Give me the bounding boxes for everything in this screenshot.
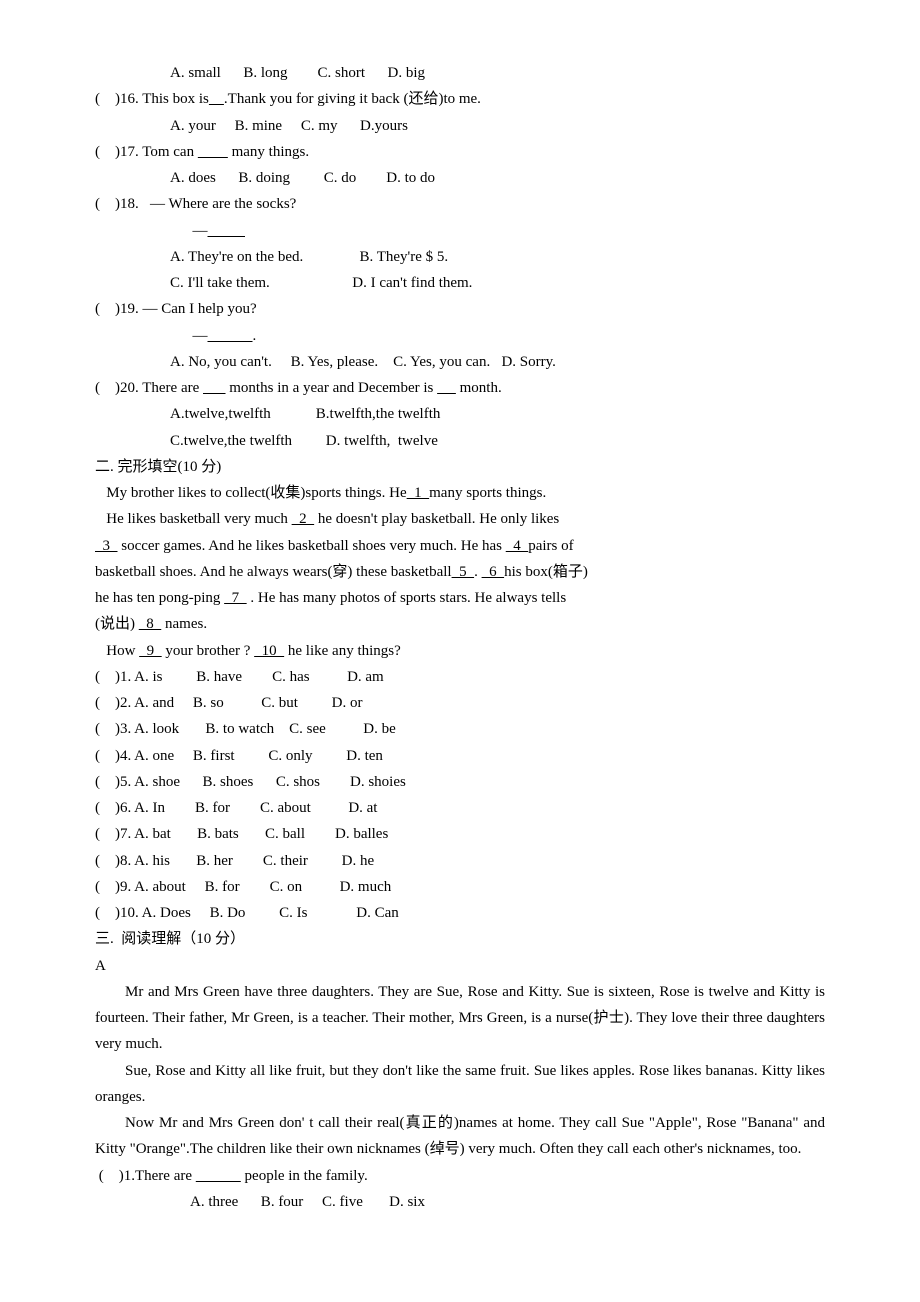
mcq-19-line2: — . — [95, 323, 825, 349]
mcq-18-opt-d: D. I can't find them. — [352, 275, 472, 291]
cloze-p2: He likes basketball very much 2 he doesn… — [95, 506, 825, 532]
cloze-option-7: ( )7. A. bat B. bats C. ball D. balles — [95, 821, 825, 847]
reading-q1: ( )1.There are people in the family. — [95, 1163, 825, 1189]
mcq-20-options-1: A.twelve,twelfth B.twelfth,the twelfth — [95, 401, 825, 427]
mcq-19-blank[interactable] — [208, 328, 253, 344]
mcq-15-options: A. small B. long C. short D. big — [95, 60, 825, 86]
mcq-19-options: A. No, you can't. B. Yes, please. C. Yes… — [95, 349, 825, 375]
cloze-p1: My brother likes to collect(收集)sports th… — [95, 480, 825, 506]
mcq-16-stem-a: ( )16. This box is — [95, 91, 209, 107]
cloze-option-5: ( )5. A. shoe B. shoes C. shos D. shoies — [95, 769, 825, 795]
mcq-18-line1: ( )18. — Where are the socks? — [95, 191, 825, 217]
cloze-blank-1[interactable]: 1 — [407, 485, 430, 501]
cloze-t3a: soccer games. And he likes basketball sh… — [118, 538, 506, 554]
cloze-blank-4[interactable]: 4 — [506, 538, 529, 554]
mcq-19-dash: — — [170, 328, 208, 344]
cloze-option-1: ( )1. A. is B. have C. has D. am — [95, 664, 825, 690]
reading-q1-blank[interactable] — [196, 1168, 241, 1184]
cloze-option-10: ( )10. A. Does B. Do C. Is D. Can — [95, 900, 825, 926]
cloze-p3: 3 soccer games. And he likes basketball … — [95, 533, 825, 559]
cloze-p6: (说出) 8 names. — [95, 611, 825, 637]
cloze-t7b: your brother ? — [162, 643, 254, 659]
reading-label-a: A — [95, 953, 825, 979]
mcq-20-stem-a: ( )20. There are — [95, 380, 203, 396]
mcq-18-dash: — — [170, 223, 208, 239]
cloze-blank-5[interactable]: 5 — [452, 564, 475, 580]
cloze-option-2: ( )2. A. and B. so C. but D. or — [95, 690, 825, 716]
cloze-t4a: basketball shoes. And he always wears(穿)… — [95, 564, 452, 580]
cloze-p4: basketball shoes. And he always wears(穿)… — [95, 559, 825, 585]
cloze-p5: he has ten pong-ping 7 . He has many pho… — [95, 585, 825, 611]
cloze-heading: 二. 完形填空(10 分) — [95, 454, 825, 480]
mcq-16-options: A. your B. mine C. my D.yours — [95, 113, 825, 139]
cloze-t3b: pairs of — [528, 538, 573, 554]
cloze-blank-8[interactable]: 8 — [139, 616, 162, 632]
reading-q1-pre: ( )1.There are — [95, 1168, 196, 1184]
mcq-20-blank1[interactable] — [203, 380, 226, 396]
mcq-16-stem-b: .Thank you for giving it back (还给)to me. — [224, 91, 481, 107]
cloze-t6a: (说出) — [95, 616, 139, 632]
mcq-17-stem-b: many things. — [228, 144, 309, 160]
mcq-19-line1: ( )19. — Can I help you? — [95, 296, 825, 322]
cloze-option-8: ( )8. A. his B. her C. their D. he — [95, 848, 825, 874]
mcq-18-opt-b: B. They're $ 5. — [359, 249, 448, 265]
mcq-18-opt-a: A. They're on the bed. — [170, 249, 303, 265]
cloze-t4c: his box(箱子) — [504, 564, 588, 580]
mcq-20: ( )20. There are months in a year and De… — [95, 375, 825, 401]
mcq-18-line2: — — [95, 218, 825, 244]
cloze-option-3: ( )3. A. look B. to watch C. see D. be — [95, 716, 825, 742]
cloze-t1b: many sports things. — [429, 485, 546, 501]
cloze-blank-2[interactable]: 2 — [292, 511, 315, 527]
cloze-t5a: he has ten pong-ping — [95, 590, 224, 606]
cloze-t7a: How — [106, 643, 139, 659]
reading-heading: 三. 阅读理解（10 分） — [95, 926, 825, 952]
cloze-t5b: . He has many photos of sports stars. He… — [247, 590, 567, 606]
mcq-17-options: A. does B. doing C. do D. to do — [95, 165, 825, 191]
mcq-20-stem-c: month. — [456, 380, 502, 396]
reading-paragraph-2: Sue, Rose and Kitty all like fruit, but … — [95, 1058, 825, 1111]
mcq-20-stem-b: months in a year and December is — [226, 380, 438, 396]
mcq-19-period: . — [253, 328, 257, 344]
cloze-blank-6[interactable]: 6 — [482, 564, 505, 580]
cloze-blank-7[interactable]: 7 — [224, 590, 247, 606]
mcq-18-options-ab: A. They're on the bed. B. They're $ 5. — [95, 244, 825, 270]
cloze-t2a: He likes basketball very much — [95, 511, 292, 527]
cloze-blank-10[interactable]: 10 — [254, 643, 284, 659]
cloze-t2b: he doesn't play basketball. He only like… — [314, 511, 563, 527]
cloze-option-4: ( )4. A. one B. first C. only D. ten — [95, 743, 825, 769]
mcq-17-stem-a: ( )17. Tom can — [95, 144, 198, 160]
mcq-18-options-cd: C. I'll take them. D. I can't find them. — [95, 270, 825, 296]
mcq-20-options-2: C.twelve,the twelfth D. twelfth, twelve — [95, 428, 825, 454]
reading-q1-suf: people in the family. — [241, 1168, 368, 1184]
cloze-t7c: he like any things? — [284, 643, 401, 659]
mcq-18-opt-c: C. I'll take them. — [170, 275, 270, 291]
cloze-t4b: . — [474, 564, 482, 580]
cloze-option-9: ( )9. A. about B. for C. on D. much — [95, 874, 825, 900]
mcq-20-blank2[interactable] — [437, 380, 456, 396]
mcq-16: ( )16. This box is .Thank you for giving… — [95, 86, 825, 112]
mcq-17-blank[interactable] — [198, 144, 228, 160]
reading-paragraph-3: Now Mr and Mrs Green don' t call their r… — [95, 1110, 825, 1163]
cloze-t1a: My brother likes to collect(收集)sports th… — [106, 485, 406, 501]
mcq-16-blank[interactable] — [209, 91, 224, 107]
reading-paragraph-1: Mr and Mrs Green have three daughters. T… — [95, 979, 825, 1058]
cloze-blank-3[interactable]: 3 — [95, 538, 118, 554]
cloze-option-6: ( )6. A. In B. for C. about D. at — [95, 795, 825, 821]
reading-q1-options: A. three B. four C. five D. six — [95, 1189, 825, 1215]
cloze-p7: How 9 your brother ? 10 he like any thin… — [95, 638, 825, 664]
mcq-18-blank[interactable] — [208, 223, 246, 239]
cloze-blank-9[interactable]: 9 — [139, 643, 162, 659]
cloze-t6b: names. — [161, 616, 207, 632]
mcq-17: ( )17. Tom can many things. — [95, 139, 825, 165]
